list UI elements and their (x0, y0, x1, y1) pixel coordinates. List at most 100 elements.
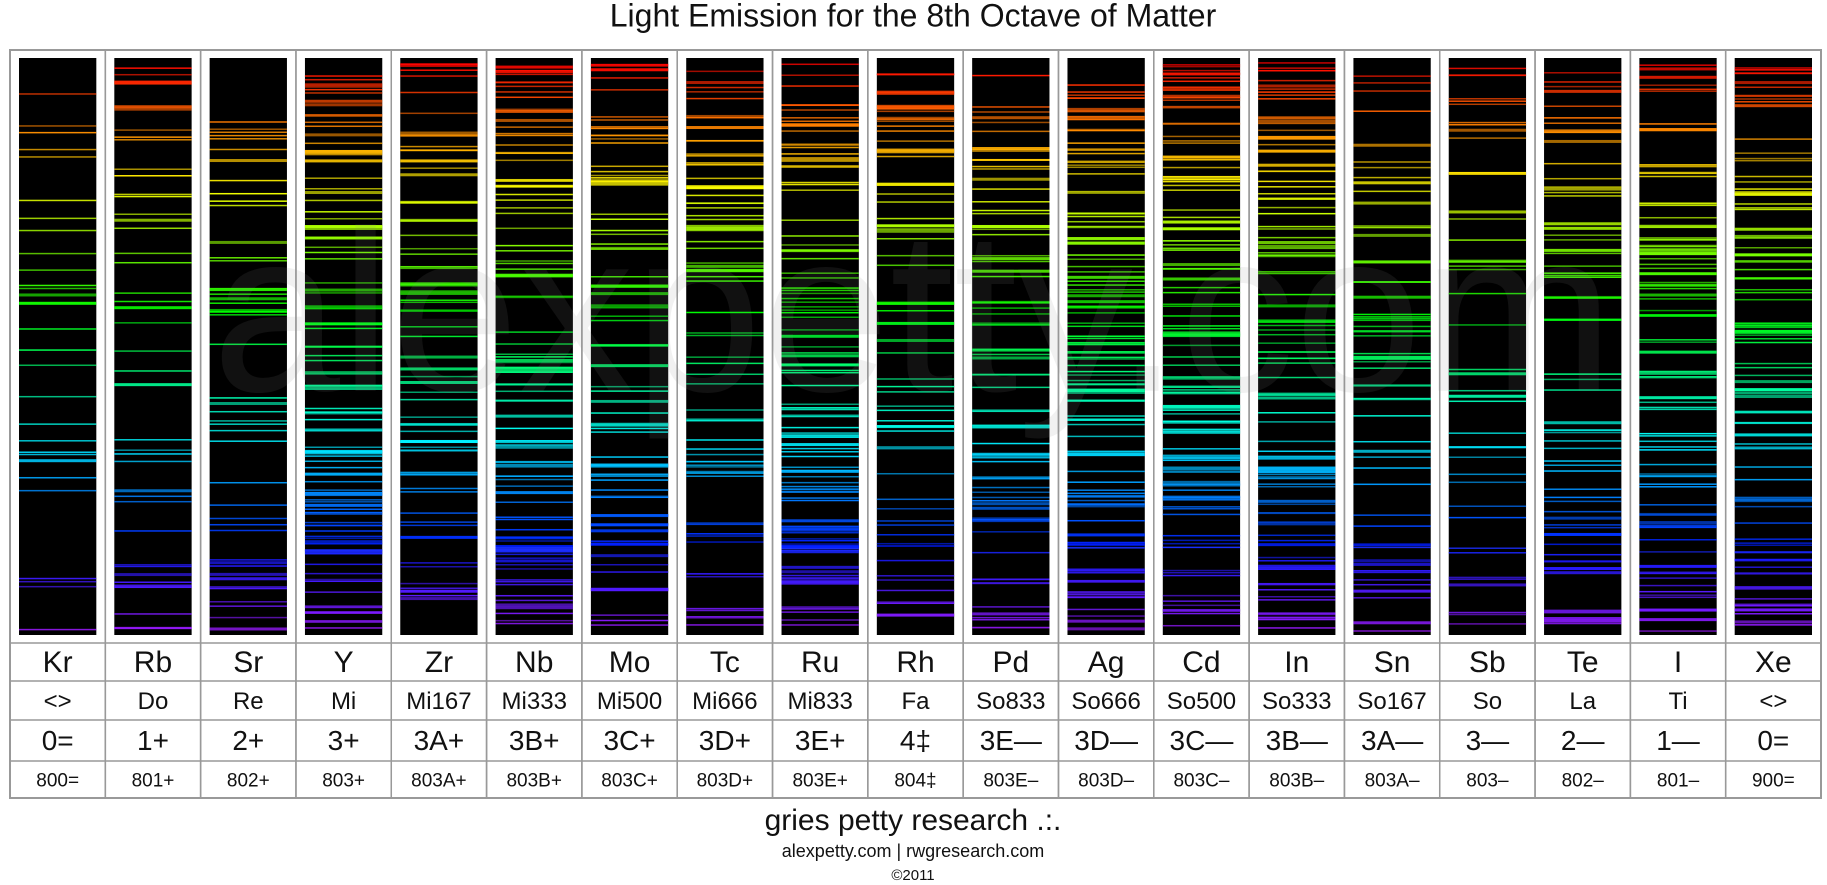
spectral-line (781, 334, 859, 338)
spectral-line (304, 359, 383, 362)
spectral-line (972, 168, 1050, 170)
spectral-line (209, 343, 287, 346)
note-label: Do (138, 688, 169, 715)
spectral-line (1448, 265, 1527, 267)
spectral-line (686, 280, 764, 282)
element-label: Sn (1374, 646, 1411, 679)
spectral-line (400, 589, 478, 593)
spectral-line (1544, 429, 1622, 432)
spectral-line (1067, 305, 1145, 308)
spectral-line (972, 130, 1050, 133)
spectral-line (1734, 446, 1812, 448)
spectral-line (1258, 129, 1336, 132)
spectral-line (876, 120, 955, 122)
spectral-line (1067, 152, 1145, 155)
number-label: 803E+ (792, 771, 847, 792)
spectral-line (1353, 597, 1431, 599)
spectral-line (686, 419, 764, 422)
spectral-line (1639, 88, 1717, 91)
spectral-line (1067, 419, 1145, 421)
spectral-line (1067, 212, 1145, 214)
spectral-line (590, 465, 669, 467)
spectral-line (19, 585, 97, 588)
spectral-line (304, 549, 383, 552)
spectral-line (209, 138, 287, 140)
spectral-line (1067, 118, 1145, 121)
spectral-line (1734, 603, 1812, 607)
spectral-line (1544, 496, 1622, 499)
spectral-line (1258, 212, 1336, 215)
spectral-line (686, 448, 764, 450)
spectral-line (495, 599, 573, 602)
spectral-line (19, 349, 97, 351)
spectral-line (1734, 95, 1812, 97)
spectral-line (1544, 612, 1622, 614)
spectral-line (1734, 374, 1812, 377)
spectral-line (590, 523, 669, 527)
spectral-line (495, 250, 573, 252)
spectral-line (304, 521, 383, 524)
spectral-line (1258, 450, 1336, 453)
spectral-line (1544, 516, 1622, 520)
spectral-line (1353, 385, 1431, 387)
spectral-line (590, 285, 669, 288)
spectral-line (781, 432, 859, 434)
spectral-line (400, 291, 478, 295)
spectral-line (1448, 623, 1527, 625)
spectral-line (1734, 67, 1812, 69)
spectral-line (495, 557, 573, 559)
spectral-line (1639, 618, 1717, 622)
spectral-line (686, 466, 764, 468)
spectral-line (495, 356, 573, 358)
spectral-line (495, 501, 573, 503)
spectral-line (686, 617, 764, 619)
spectral-line (400, 135, 478, 137)
spectral-line (1067, 358, 1145, 360)
spectral-line (209, 257, 287, 259)
spectral-line (304, 550, 383, 554)
spectral-line (1353, 233, 1431, 237)
spectral-line (1734, 496, 1812, 499)
spectral-line (1639, 608, 1717, 612)
spectral-line (304, 86, 383, 88)
spectral-line (1162, 263, 1241, 267)
spectral-line (1734, 325, 1812, 327)
spectral-line (1353, 525, 1431, 527)
spectral-line (495, 296, 573, 299)
spectral-line (1067, 374, 1145, 376)
spectral-line (972, 476, 1050, 478)
spectral-line (686, 247, 764, 250)
spectral-line (400, 75, 478, 77)
spectral-line (1448, 218, 1527, 220)
spectral-line (1162, 594, 1241, 597)
spectral-line (209, 314, 287, 316)
spectral-line (114, 218, 192, 222)
spectral-line (1067, 343, 1145, 346)
spectral-line (1639, 204, 1717, 207)
spectral-line (400, 63, 478, 65)
spectral-line (400, 491, 478, 493)
spectral-line (495, 440, 573, 442)
spectral-line (972, 269, 1050, 273)
spectral-line (1162, 571, 1241, 574)
spectral-line (876, 385, 955, 388)
spectral-line (495, 553, 573, 556)
spectral-line (495, 132, 573, 135)
spectral-line (1067, 379, 1145, 382)
number-label: 802+ (227, 771, 270, 792)
spectral-line (19, 476, 97, 479)
spectral-line (1258, 94, 1336, 96)
spectral-line (400, 512, 478, 514)
spectral-line (1162, 469, 1241, 471)
spectral-line (876, 601, 955, 603)
spectral-line (1162, 364, 1241, 366)
element-label: I (1674, 646, 1682, 679)
spectral-line (400, 562, 478, 564)
spectral-line (1353, 583, 1431, 586)
spectral-line (781, 469, 859, 472)
spectral-line (400, 565, 478, 568)
spectral-line (876, 150, 955, 154)
spectral-line (1734, 558, 1812, 561)
spectral-line (1067, 383, 1145, 385)
spectral-line (400, 234, 478, 237)
